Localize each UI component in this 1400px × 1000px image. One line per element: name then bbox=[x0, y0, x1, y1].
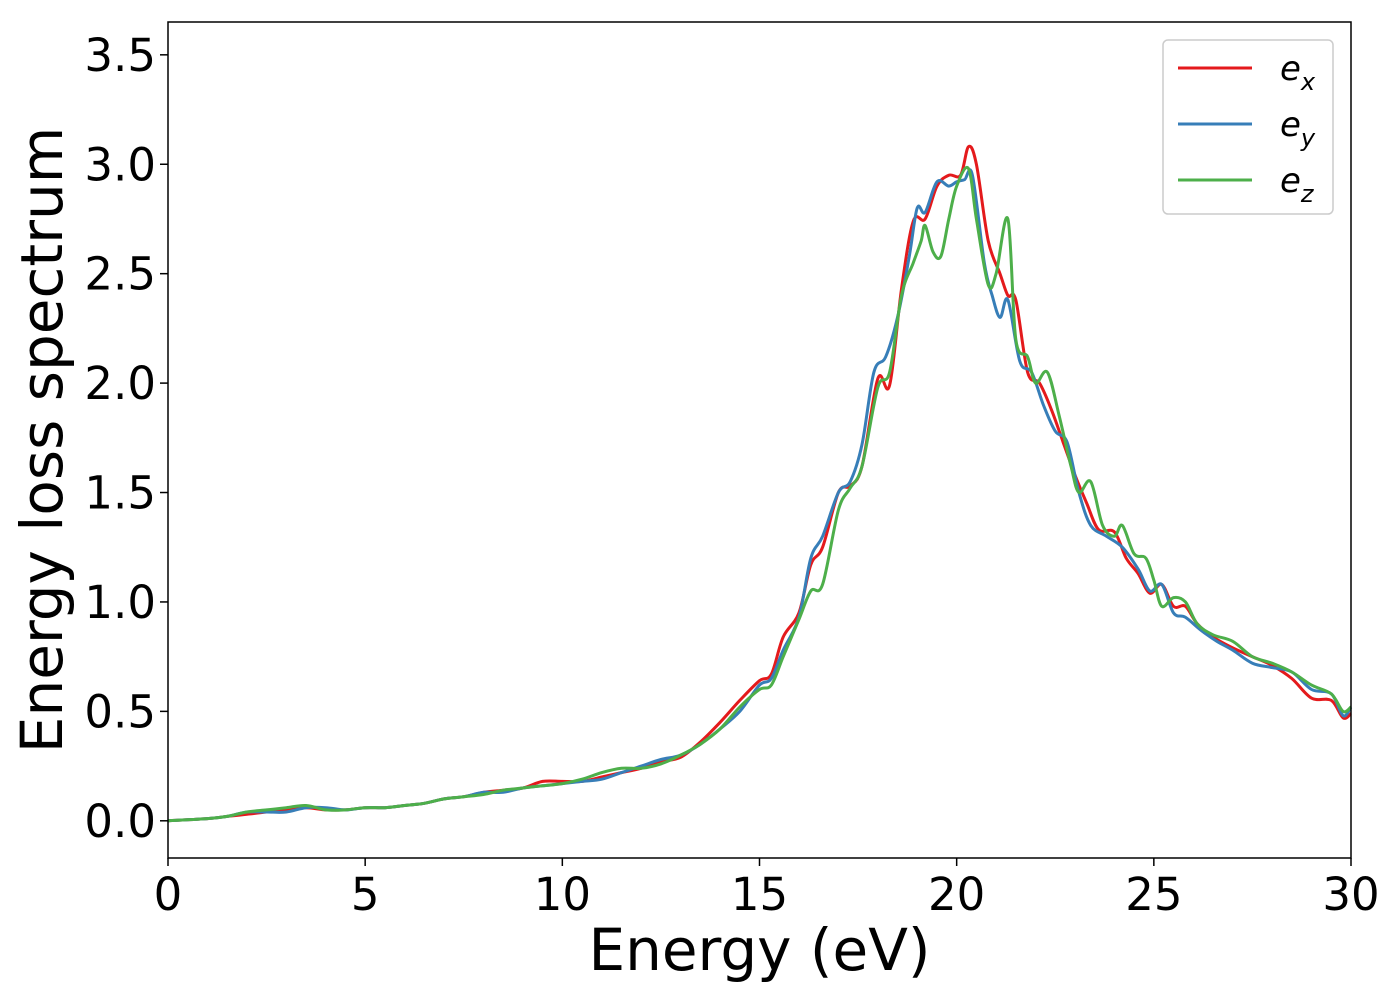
x-axis-ticks: 0 5 10 15 20 25 30 bbox=[154, 858, 1380, 921]
legend-box bbox=[1162, 39, 1334, 215]
series-layer bbox=[167, 144, 1353, 823]
series-line-z bbox=[167, 165, 1352, 823]
x-tick-label: 20 bbox=[928, 868, 985, 921]
y-tick-label: 2.0 bbox=[84, 357, 156, 410]
plot-background bbox=[168, 22, 1351, 858]
y-tick-label: 1.5 bbox=[84, 467, 156, 520]
x-axis-title: Energy (eV) bbox=[588, 916, 930, 984]
x-tick-label: 25 bbox=[1125, 868, 1182, 921]
legend-label-y: ey bbox=[1280, 105, 1316, 152]
x-tick-label: 10 bbox=[534, 868, 591, 921]
y-tick-label: 0.5 bbox=[84, 685, 156, 738]
legend-subscript: z bbox=[1300, 180, 1315, 208]
x-tick-label: 30 bbox=[1322, 868, 1379, 921]
y-axis-ticks: 0.0 0.5 1.0 1.5 2.0 2.5 3.0 3.5 bbox=[84, 29, 168, 848]
x-tick-label: 5 bbox=[351, 868, 380, 921]
y-axis-title: Energy loss spectrum bbox=[8, 127, 76, 753]
y-tick-label: 3.5 bbox=[84, 29, 156, 82]
x-tick-label: 0 bbox=[154, 868, 183, 921]
y-tick-label: 1.0 bbox=[84, 576, 156, 629]
y-tick-label: 2.5 bbox=[84, 248, 156, 301]
legend-subscript: y bbox=[1300, 124, 1316, 152]
y-tick-label: 3.0 bbox=[84, 138, 156, 191]
legend-subscript: x bbox=[1300, 68, 1316, 96]
x-tick-label: 15 bbox=[731, 868, 788, 921]
y-tick-label: 0.0 bbox=[84, 795, 156, 848]
